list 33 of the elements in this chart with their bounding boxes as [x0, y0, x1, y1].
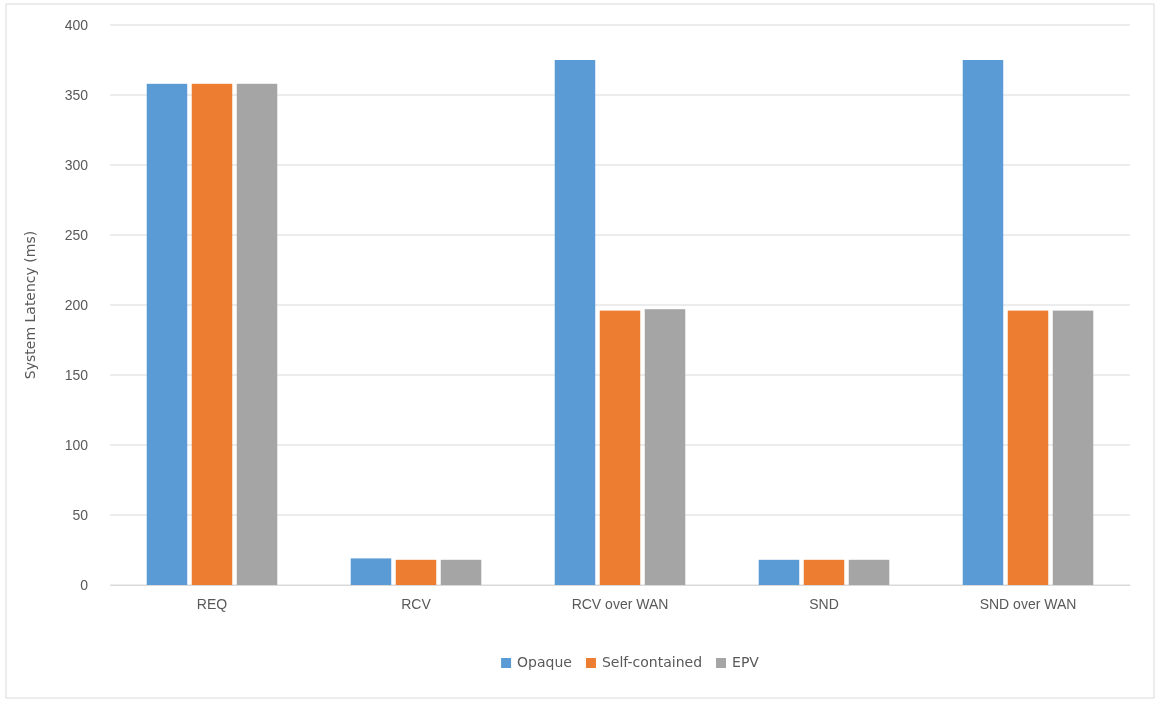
bar [146, 83, 188, 585]
bar [395, 559, 437, 585]
bar [350, 558, 392, 585]
bar [440, 559, 482, 585]
x-tick-label: RCV over WAN [571, 595, 669, 612]
legend-label: EPV [732, 654, 760, 670]
y-tick-label: 400 [64, 16, 89, 33]
legend-label: Self-contained [601, 654, 703, 670]
y-tick-label: 350 [64, 86, 89, 103]
y-tick-label: 0 [80, 576, 89, 593]
bar [848, 559, 890, 585]
y-tick-label: 150 [64, 366, 89, 383]
bar [758, 559, 800, 585]
y-tick-label: 250 [64, 226, 89, 243]
bar [599, 310, 641, 585]
y-tick-label: 200 [64, 296, 89, 313]
bar [962, 60, 1004, 585]
bar [554, 60, 596, 585]
x-tick-label: SND [809, 595, 839, 612]
y-axis-title: System Latency (ms) [22, 230, 38, 380]
bar [191, 83, 233, 585]
x-tick-label: SND over WAN [979, 595, 1077, 612]
y-tick-label: 300 [64, 156, 89, 173]
bar [644, 309, 686, 585]
bar [1007, 310, 1049, 585]
legend-label: Opaque [517, 654, 572, 670]
y-tick-label: 50 [72, 506, 89, 523]
y-tick-label: 100 [64, 436, 89, 453]
x-tick-label: REQ [196, 595, 228, 612]
bar [803, 559, 845, 585]
x-tick-label: RCV [401, 595, 432, 612]
bar [236, 83, 278, 585]
bar [1052, 310, 1094, 585]
